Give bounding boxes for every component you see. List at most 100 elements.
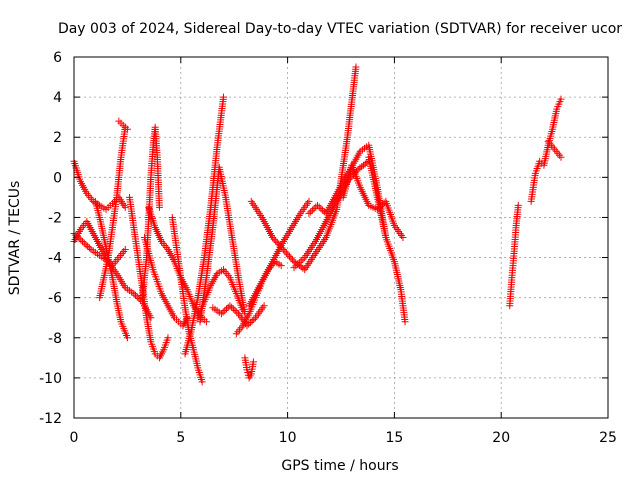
data-point [164,334,172,342]
data-point [121,246,129,254]
data-point [305,209,313,217]
data-point-trace [315,203,323,211]
series-arc-26 [544,137,565,161]
axis-ticks [73,56,609,419]
series-arc-7 [126,193,172,362]
y-axis-label: SDTVAR / TECUs [7,181,23,296]
x-axis-tick-labels: 0 5 10 15 20 25 [70,430,617,446]
data-point [121,203,129,211]
data-point-trace [250,315,258,323]
data-point [260,302,268,310]
data-point-trace [233,308,241,316]
data-point [290,264,298,272]
data-point-trace [378,201,386,209]
data-point [399,234,407,241]
data-point [79,238,87,246]
y-tick-label: -12 [39,411,62,427]
series-arc-17 [241,354,257,382]
data-point [305,197,313,205]
data-point-trace [221,307,229,315]
data-point-trace [272,237,280,245]
data-point-trace [231,307,239,315]
data-point [198,378,206,386]
data-point-trace [310,205,318,213]
data-point-trace [299,264,307,272]
series-arc-8 [138,123,163,302]
data-point [220,93,228,101]
y-tick-label: -6 [48,291,62,307]
data-point-trace [307,208,315,216]
data-point-trace [297,257,305,265]
data-point-trace [358,163,366,171]
data-point-trace [133,293,141,301]
data-point-trace [132,291,140,299]
series-arc-4 [91,197,131,342]
data-point [314,201,322,209]
data-point-trace [82,241,90,249]
data-point-trace [135,294,143,302]
grid [74,57,608,418]
x-tick-label: 10 [279,430,297,446]
series-arc-6 [115,117,131,133]
data-point-trace [229,305,237,313]
x-axis-label: GPS time / hours [281,458,398,474]
y-tick-label: -2 [48,210,62,226]
y-tick-label: -4 [48,251,62,267]
data-point [123,125,131,133]
data-point-trace [275,240,283,248]
series-arc-3 [70,217,129,270]
data-point-trace [292,262,300,270]
data-series [70,63,565,386]
data-point [352,63,360,71]
data-point [279,246,287,254]
x-tick-label: 5 [176,430,185,446]
series-arc-24 [506,201,522,310]
data-point [155,203,163,211]
data-point-trace [276,242,284,250]
data-point-trace [288,256,296,264]
data-point-trace [270,235,278,243]
data-point-trace [282,249,290,257]
data-point-trace [80,239,88,247]
x-tick-label: 15 [385,430,403,446]
series-arc-15 [209,302,268,330]
series-arc-18 [245,197,313,310]
series-arc-25 [527,95,565,205]
x-tick-label: 25 [599,430,617,446]
y-tick-label: 6 [53,50,62,66]
data-point-trace [317,205,325,213]
data-point-trace [294,260,302,268]
series-arc-23 [365,153,409,326]
series-arc-20 [290,157,373,272]
y-tick-label: -10 [39,371,62,387]
data-point-trace [287,254,295,262]
data-point-trace [319,206,327,214]
data-point-trace [246,319,254,327]
data-point [514,201,522,209]
data-point-trace [308,206,316,214]
data-point [130,290,138,298]
data-point [290,258,298,266]
data-point [557,153,565,161]
data-point-trace [359,161,367,169]
data-point [269,234,277,241]
data-point-trace [297,263,305,271]
data-point-trace [284,251,292,259]
series-arc-19 [247,63,360,274]
data-point [557,95,565,103]
data-point-trace [273,239,281,247]
data-point-trace [223,305,231,313]
data-point-trace [285,252,293,260]
data-point [277,262,285,270]
data-point-trace [85,244,93,252]
data-point [401,318,409,326]
plot-area-frame [73,56,609,419]
y-tick-label: 0 [53,170,62,186]
y-tick-label: -8 [48,331,62,347]
data-point-trace [228,303,236,311]
series-arc-14 [196,163,249,326]
data-point-trace [281,247,289,255]
chart-title: Day 003 of 2024, Sidereal Day-to-day VTE… [58,21,622,37]
y-tick-label: 2 [53,130,62,146]
